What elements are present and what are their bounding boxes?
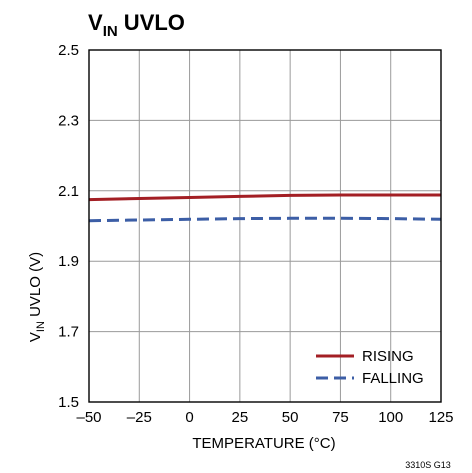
x-tick-label: 25 bbox=[232, 409, 249, 426]
series-lines bbox=[88, 193, 442, 223]
y-tick-label: 1.9 bbox=[58, 253, 79, 270]
x-tick-labels: –50 –25 0 25 50 75 100 125 bbox=[76, 409, 453, 426]
x-tick-label: 125 bbox=[428, 409, 453, 426]
x-tick-label: –50 bbox=[76, 409, 101, 426]
series-line-falling bbox=[88, 216, 442, 223]
y-tick-label: 2.1 bbox=[58, 183, 79, 200]
x-tick-label: 100 bbox=[378, 409, 403, 426]
x-tick-label: –25 bbox=[127, 409, 152, 426]
y-tick-label: 2.3 bbox=[58, 112, 79, 129]
x-tick-label: 75 bbox=[332, 409, 349, 426]
x-tick-label: 50 bbox=[282, 409, 299, 426]
series-line-rising bbox=[88, 193, 441, 202]
y-axis-label-sub: IN bbox=[35, 321, 47, 332]
y-axis-label: VIN UVLO (V) bbox=[27, 252, 47, 342]
y-tick-label: 1.5 bbox=[58, 394, 79, 411]
chart-title: VIN UVLO bbox=[88, 10, 185, 40]
legend: RISING FALLING bbox=[316, 348, 424, 387]
chart-title-rest: UVLO bbox=[118, 10, 185, 35]
figure-id: 3310S G13 bbox=[405, 460, 451, 470]
y-tick-label: 1.7 bbox=[58, 324, 79, 341]
grid-lines bbox=[89, 50, 441, 402]
legend-label-rising: RISING bbox=[362, 348, 414, 365]
y-tick-labels: 1.5 1.7 1.9 2.1 2.3 2.5 bbox=[58, 42, 79, 411]
x-tick-label: 0 bbox=[185, 409, 193, 426]
y-tick-label: 2.5 bbox=[58, 42, 79, 59]
y-axis-label-rest: UVLO (V) bbox=[27, 252, 44, 321]
chart-title-main: V bbox=[88, 10, 103, 35]
y-axis-label-main: V bbox=[27, 332, 44, 342]
plot-frame bbox=[88, 49, 442, 403]
legend-label-falling: FALLING bbox=[362, 370, 424, 387]
chart-title-sub: IN bbox=[103, 23, 118, 40]
x-axis-label: TEMPERATURE (°C) bbox=[192, 435, 335, 452]
